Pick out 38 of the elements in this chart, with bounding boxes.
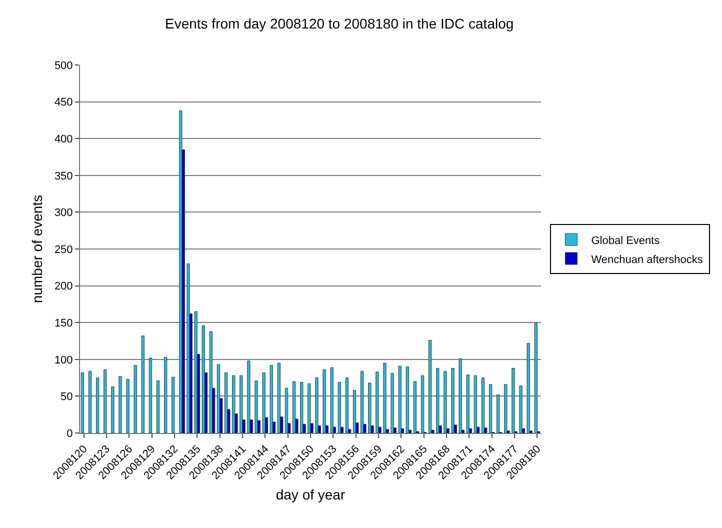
y-axis-title: number of events [29, 194, 45, 304]
bar [96, 378, 100, 433]
bar [80, 372, 84, 433]
y-tick-label: 500 [54, 60, 73, 72]
bar [88, 370, 92, 433]
bar [164, 356, 168, 433]
bar [481, 378, 485, 433]
chart-title: Events from day 2008120 to 2008180 in the IDC catalog [164, 15, 514, 32]
y-tick-label: 450 [54, 96, 73, 109]
bar [172, 376, 175, 433]
bar [111, 386, 114, 433]
bar [284, 388, 288, 433]
y-tick-label: 350 [54, 170, 73, 182]
y-tick-label: 250 [54, 244, 73, 256]
bar [534, 323, 538, 433]
bar [338, 382, 341, 433]
bar [474, 375, 478, 433]
y-tick-label: 400 [54, 133, 73, 146]
x-axis-title: day of year [276, 486, 346, 502]
bar [345, 378, 349, 433]
y-tick-label: 100 [54, 354, 73, 366]
bar [126, 379, 130, 433]
y-tick-label: 300 [54, 207, 73, 220]
bar [406, 366, 409, 433]
bar [141, 336, 144, 433]
y-tick-label: 150 [54, 317, 73, 330]
bar [118, 376, 122, 433]
bar [134, 365, 137, 433]
legend-label: Global Events [591, 234, 660, 247]
bar [413, 381, 417, 433]
bar [104, 369, 107, 433]
legend-label: Wenchuan aftershocks [591, 254, 704, 266]
y-tick-label: 200 [54, 280, 73, 293]
y-tick-label: 50 [60, 391, 73, 404]
y-tick-label: 0 [66, 428, 73, 440]
bar [156, 380, 160, 433]
bar [148, 358, 152, 433]
bar [277, 362, 281, 433]
